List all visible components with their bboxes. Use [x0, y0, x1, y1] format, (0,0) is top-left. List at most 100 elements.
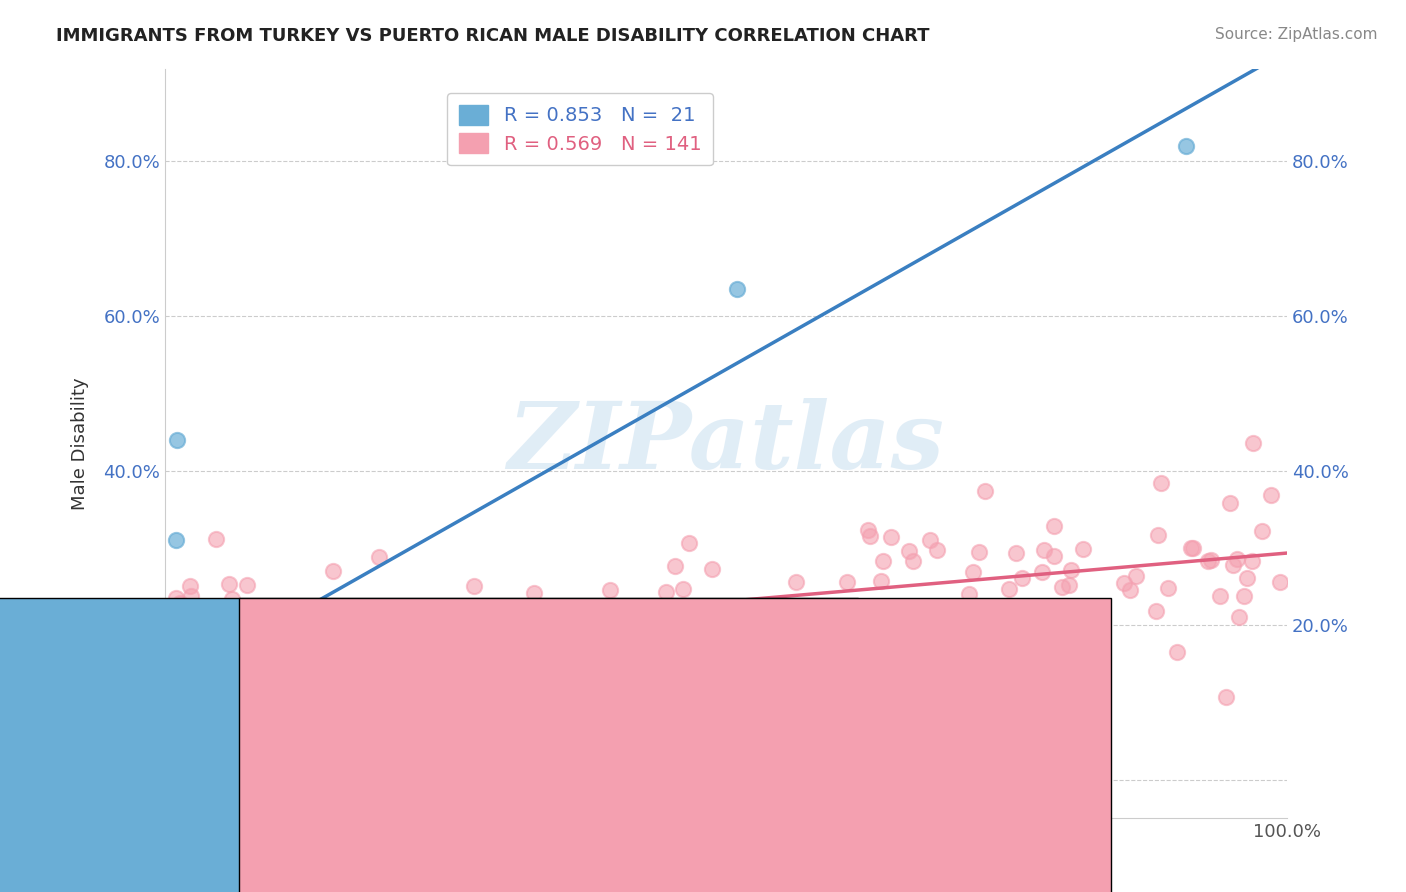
Point: [166, 433, 188, 447]
Point: [180, 607, 202, 622]
Point: [404, 673, 426, 688]
Point: [568, 617, 591, 632]
Point: [157, 602, 180, 616]
Point: [700, 562, 723, 576]
Point: [163, 691, 186, 706]
Point: [744, 657, 766, 671]
Point: [159, 707, 181, 722]
Text: Immigrants from Turkey: Immigrants from Turkey: [398, 856, 614, 874]
Point: [1114, 575, 1136, 590]
Point: [564, 633, 586, 648]
Point: [420, 618, 443, 632]
Point: [957, 587, 980, 601]
Point: [169, 596, 191, 610]
Point: [288, 667, 311, 681]
Point: [1219, 496, 1241, 510]
Point: [172, 617, 194, 632]
Point: [1236, 571, 1258, 585]
Point: [173, 676, 195, 690]
Point: [463, 579, 485, 593]
Point: [190, 638, 212, 652]
Point: [458, 624, 481, 638]
Point: [157, 649, 180, 664]
Point: [672, 582, 695, 597]
Point: [1073, 542, 1095, 557]
Point: [578, 603, 600, 617]
Point: [925, 543, 948, 558]
Point: [869, 574, 891, 588]
Point: [165, 533, 187, 548]
Point: [837, 574, 859, 589]
Y-axis label: Male Disability: Male Disability: [72, 377, 89, 510]
Point: [232, 693, 254, 707]
Point: [870, 601, 893, 615]
Point: [1233, 589, 1256, 603]
Point: [591, 609, 613, 624]
Point: [1157, 581, 1180, 595]
Point: [157, 699, 180, 714]
Point: [974, 484, 997, 499]
Point: [1031, 566, 1053, 580]
Point: [172, 726, 194, 740]
Point: [1182, 541, 1205, 556]
Point: [195, 620, 218, 634]
Point: [179, 686, 201, 700]
Point: [918, 533, 941, 548]
Text: IMMIGRANTS FROM TURKEY VS PUERTO RICAN MALE DISABILITY CORRELATION CHART: IMMIGRANTS FROM TURKEY VS PUERTO RICAN M…: [56, 27, 929, 45]
Point: [1199, 553, 1222, 567]
Point: [184, 657, 207, 672]
Point: [962, 566, 984, 580]
Point: [1180, 541, 1202, 556]
Point: [1268, 574, 1291, 589]
Point: [1227, 610, 1250, 624]
Point: [1241, 554, 1264, 568]
Point: [634, 604, 657, 618]
Point: [304, 677, 326, 691]
Point: [643, 632, 665, 647]
Point: [187, 662, 209, 676]
Point: [186, 660, 208, 674]
Point: [800, 615, 823, 629]
Point: [174, 726, 197, 740]
Point: [184, 675, 207, 690]
Point: [1050, 580, 1073, 594]
Point: [1042, 549, 1064, 563]
Text: Puerto Ricans: Puerto Ricans: [711, 856, 835, 874]
Point: [218, 577, 240, 591]
Point: [163, 661, 186, 675]
Point: [155, 673, 177, 687]
Point: [224, 661, 246, 675]
Point: [664, 558, 686, 573]
Point: [157, 665, 180, 679]
Point: [481, 621, 503, 635]
Point: [214, 599, 236, 614]
Point: [197, 628, 219, 642]
Point: [1032, 543, 1054, 558]
Point: [195, 687, 218, 701]
Point: [1060, 563, 1083, 577]
Point: [468, 633, 491, 648]
Point: [523, 586, 546, 600]
Point: [322, 565, 344, 579]
Point: [209, 615, 232, 630]
Point: [1144, 603, 1167, 617]
Point: [548, 612, 571, 626]
Point: [821, 618, 844, 632]
Point: [678, 536, 700, 550]
Point: [245, 643, 267, 657]
Point: [166, 707, 188, 722]
Point: [997, 582, 1019, 596]
Point: [157, 680, 180, 694]
Point: [1119, 583, 1142, 598]
Point: [184, 661, 207, 675]
Point: [897, 544, 920, 558]
Point: [188, 663, 211, 677]
Point: [859, 529, 882, 543]
Point: [1175, 138, 1198, 153]
Point: [1241, 436, 1264, 450]
Point: [159, 714, 181, 729]
Point: [1215, 690, 1237, 704]
Point: [239, 658, 262, 673]
Point: [165, 591, 187, 605]
Point: [1043, 605, 1066, 619]
